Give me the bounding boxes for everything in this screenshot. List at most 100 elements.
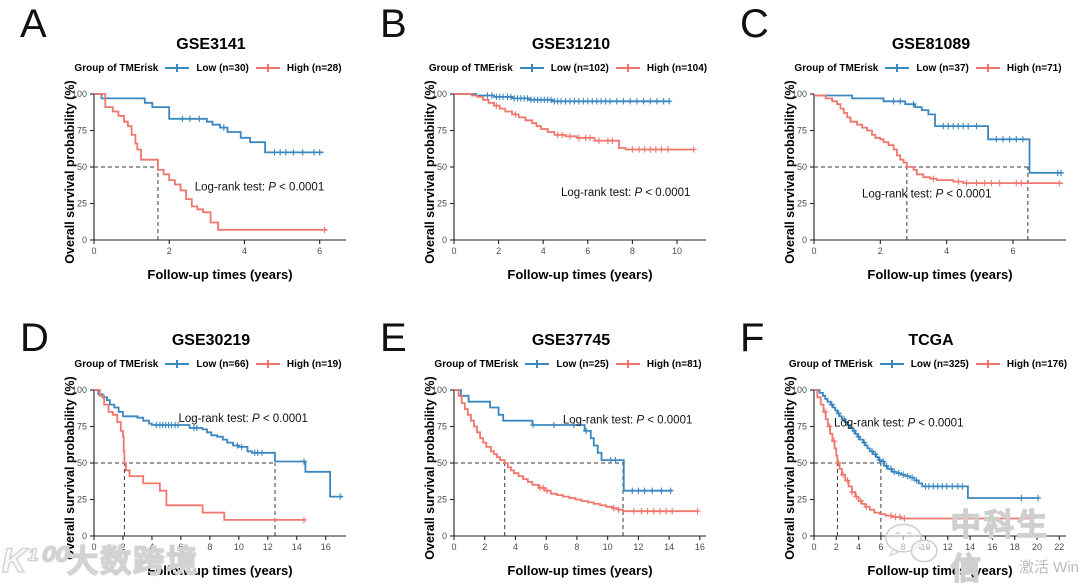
panel-letter: B xyxy=(380,2,407,46)
svg-text:25: 25 xyxy=(797,495,807,505)
svg-text:6: 6 xyxy=(544,542,549,552)
svg-text:100: 100 xyxy=(72,89,87,99)
svg-text:50: 50 xyxy=(437,458,447,468)
svg-text:6: 6 xyxy=(878,542,883,552)
svg-text:14: 14 xyxy=(664,542,674,552)
svg-text:16: 16 xyxy=(321,542,331,552)
legend-group-label: Group of TMErisk xyxy=(74,358,159,370)
svg-text:2: 2 xyxy=(482,542,487,552)
svg-text:25: 25 xyxy=(797,199,807,209)
svg-text:75: 75 xyxy=(797,422,807,432)
svg-text:16: 16 xyxy=(987,542,997,552)
high-group-marker-icon xyxy=(975,360,1000,368)
legend: Group of TMErisk Low (n=325) High (n=176… xyxy=(780,356,1076,372)
svg-text:6: 6 xyxy=(585,246,590,256)
panel-letter: E xyxy=(380,316,407,360)
svg-text:10: 10 xyxy=(920,542,930,552)
svg-text:0: 0 xyxy=(811,542,816,552)
svg-text:75: 75 xyxy=(437,126,447,136)
svg-text:75: 75 xyxy=(437,422,447,432)
svg-text:75: 75 xyxy=(797,126,807,136)
svg-text:0: 0 xyxy=(82,235,87,245)
svg-text:20: 20 xyxy=(1032,542,1042,552)
km-plot: 0 2 4 6 8 10 12 14 16 0 25 50 75 100 Log-rank test: P … xyxy=(72,385,346,552)
svg-text:12: 12 xyxy=(943,542,953,552)
svg-text:4: 4 xyxy=(944,246,949,256)
svg-text:0: 0 xyxy=(802,531,807,541)
svg-text:10: 10 xyxy=(234,542,244,552)
svg-text:50: 50 xyxy=(437,162,447,172)
legend-group-label: Group of TMErisk xyxy=(434,358,519,370)
legend-low-label: Low (n=30) xyxy=(196,62,249,74)
svg-text:100: 100 xyxy=(432,385,447,395)
svg-text:16: 16 xyxy=(695,542,705,552)
svg-text:25: 25 xyxy=(77,495,87,505)
svg-text:6: 6 xyxy=(317,246,322,256)
panel-title: GSE37745 xyxy=(531,332,611,349)
svg-text:12: 12 xyxy=(263,542,273,552)
low-group-marker-icon xyxy=(165,64,190,72)
svg-text:8: 8 xyxy=(901,542,906,552)
svg-text:75: 75 xyxy=(77,126,87,136)
svg-text:50: 50 xyxy=(77,458,87,468)
svg-text:100: 100 xyxy=(792,89,807,99)
svg-text:4: 4 xyxy=(149,542,154,552)
low-group-marker-icon xyxy=(525,360,550,368)
x-axis-label: Follow-up times (years) xyxy=(867,563,1013,578)
svg-text:50: 50 xyxy=(77,162,87,172)
svg-text:2: 2 xyxy=(496,246,501,256)
svg-text:Log-rank test: P < 0.0001: Log-rank test: P < 0.0001 xyxy=(862,189,991,201)
svg-text:100: 100 xyxy=(432,89,447,99)
legend-group-label: Group of TMErisk xyxy=(788,358,873,370)
x-axis-label: Follow-up times (years) xyxy=(147,563,293,578)
high-group-marker-icon xyxy=(615,360,640,368)
svg-text:2: 2 xyxy=(120,542,125,552)
svg-text:100: 100 xyxy=(72,385,87,395)
svg-text:2: 2 xyxy=(834,542,839,552)
svg-text:10: 10 xyxy=(672,246,682,256)
legend: Group of TMErisk Low (n=25) High (n=81) xyxy=(420,356,716,372)
legend-low-label: Low (n=325) xyxy=(910,358,969,370)
legend: Group of TMErisk Low (n=102) High (n=104… xyxy=(420,60,716,76)
low-group-marker-icon xyxy=(879,360,904,368)
svg-text:25: 25 xyxy=(437,199,447,209)
panel-letter: C xyxy=(740,2,769,46)
panel-letter: D xyxy=(20,316,49,360)
svg-text:Log-rank test: P < 0.0001: Log-rank test: P < 0.0001 xyxy=(178,413,307,425)
svg-text:75: 75 xyxy=(77,422,87,432)
svg-text:50: 50 xyxy=(797,162,807,172)
svg-text:Log-rank test: P < 0.0001: Log-rank test: P < 0.0001 xyxy=(834,418,963,430)
legend-group-label: Group of TMErisk xyxy=(794,62,879,74)
legend-low-label: Low (n=25) xyxy=(556,358,609,370)
x-axis-label: Follow-up times (years) xyxy=(507,563,653,578)
svg-text:25: 25 xyxy=(437,495,447,505)
panel-letter: F xyxy=(740,316,765,360)
svg-text:25: 25 xyxy=(77,199,87,209)
svg-text:0: 0 xyxy=(802,235,807,245)
svg-text:4: 4 xyxy=(242,246,247,256)
legend-low-label: Low (n=37) xyxy=(916,62,969,74)
svg-text:14: 14 xyxy=(965,542,975,552)
svg-text:4: 4 xyxy=(856,542,861,552)
svg-text:0: 0 xyxy=(82,531,87,541)
legend-high-label: High (n=104) xyxy=(646,62,708,74)
panel-title: GSE3141 xyxy=(176,36,246,53)
svg-text:10: 10 xyxy=(603,542,613,552)
legend-high-label: High (n=19) xyxy=(286,358,342,370)
x-axis-label: Follow-up times (years) xyxy=(147,267,293,282)
panel-b: B GSE31210 Group of TMErisk Low (n=102) … xyxy=(360,0,720,290)
legend-group-label: Group of TMErisk xyxy=(428,62,513,74)
svg-text:6: 6 xyxy=(178,542,183,552)
low-group-marker-icon xyxy=(165,360,190,368)
svg-text:Log-rank test: P < 0.0001: Log-rank test: P < 0.0001 xyxy=(195,181,324,193)
svg-text:4: 4 xyxy=(541,246,546,256)
panel-title: GSE31210 xyxy=(531,36,611,53)
high-group-marker-icon xyxy=(975,64,1000,72)
panel-title: GSE30219 xyxy=(171,332,251,349)
svg-text:0: 0 xyxy=(451,542,456,552)
svg-text:22: 22 xyxy=(1054,542,1064,552)
low-group-marker-icon xyxy=(885,64,910,72)
panel-c: C GSE81089 Group of TMErisk Low (n=37) H… xyxy=(720,0,1080,290)
legend: Group of TMErisk Low (n=30) High (n=28) xyxy=(60,60,356,76)
